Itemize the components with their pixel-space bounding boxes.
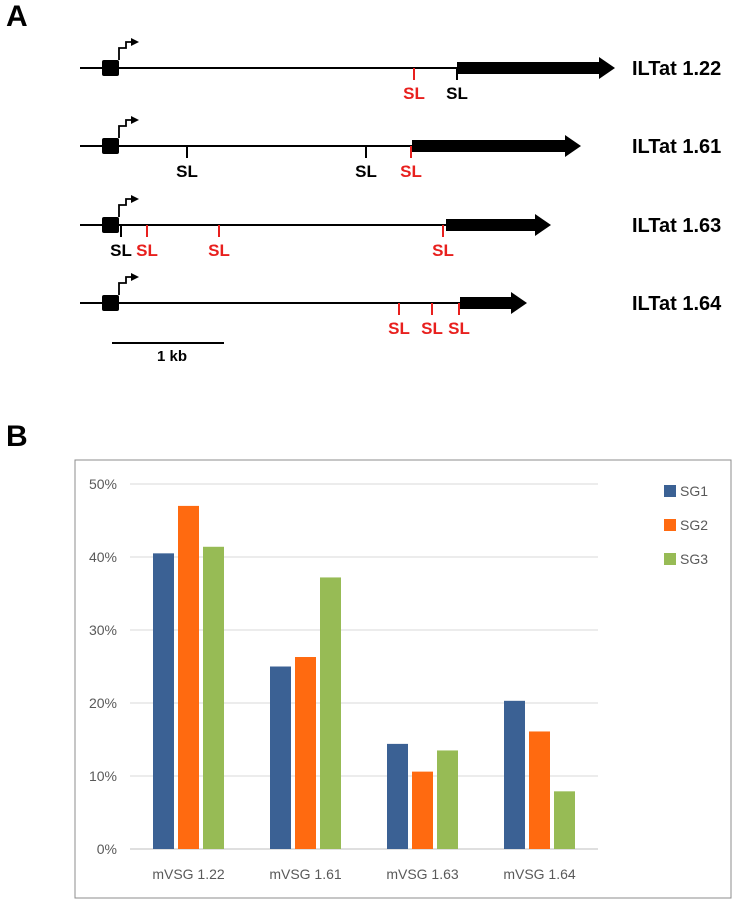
vsg-coding-arrow [460,292,527,314]
bar-sg2-2 [295,657,316,849]
gene-row: SL SL SL ILTat 1.61 [80,116,721,181]
x-tick-label: mVSG 1.61 [269,866,342,882]
gene-row: SL SL SL ILTat 1.64 [80,273,722,338]
chart-legend: SG1 SG2 SG3 [664,483,708,567]
bar-sg2-4 [529,731,550,849]
legend-swatch-sg3 [664,553,676,565]
gene-row: SL SL ILTat 1.22 [80,38,721,103]
splice-site-label: SL [110,241,132,260]
bar-sg2-1 [178,505,199,849]
splice-site-label: SL [403,84,425,103]
promoter-box [102,217,119,233]
legend-swatch-sg2 [664,519,676,531]
vsg-coding-arrow [446,214,551,236]
x-tick-label: mVSG 1.63 [386,866,459,882]
transcription-start-arrow-icon [118,38,139,60]
transcription-start-arrow-icon [118,195,139,217]
vsg-coding-arrow [457,57,615,79]
splice-site-label: SL [355,162,377,181]
bar-sg3-4 [554,791,575,849]
y-tick-label: 0% [97,841,117,857]
scale-bar: 1 kb [112,342,224,365]
splice-site-label: SL [421,319,443,338]
splice-site-label: SL [388,319,410,338]
splice-site-label: SL [400,162,422,181]
promoter-box [102,60,119,76]
gene-name-label: ILTat 1.63 [632,215,721,237]
chart-bars [153,505,575,849]
scale-bar-label: 1 kb [157,348,187,365]
panel-b-letter: B [6,420,28,453]
splice-site-label: SL [446,84,468,103]
gene-name-label: ILTat 1.22 [632,58,721,80]
y-tick-label: 50% [89,476,117,492]
legend-label-sg1: SG1 [680,483,708,499]
y-tick-label: 30% [89,622,117,638]
legend-label-sg3: SG3 [680,551,708,567]
bar-sg1-2 [270,666,291,849]
splice-site-label: SL [432,241,454,260]
bar-sg1-4 [504,700,525,849]
splice-site-label: SL [136,241,158,260]
transcription-start-arrow-icon [118,116,139,138]
legend-label-sg2: SG2 [680,517,708,533]
chart-y-tick-labels: 0% 10% 20% 30% 40% 50% [89,476,117,857]
y-tick-label: 40% [89,549,117,565]
y-tick-label: 10% [89,768,117,784]
bar-sg3-3 [437,750,458,849]
bar-sg1-3 [387,743,408,849]
x-tick-label: mVSG 1.64 [503,866,576,882]
splice-site-label: SL [208,241,230,260]
chart-x-tick-labels: mVSG 1.22 mVSG 1.61 mVSG 1.63 mVSG 1.64 [152,866,576,882]
gene-name-label: ILTat 1.64 [632,293,722,315]
vsg-coding-arrow [412,135,581,157]
bar-sg1-1 [153,553,174,849]
gene-name-label: ILTat 1.61 [632,136,721,158]
transcription-start-arrow-icon [118,273,139,295]
splice-site-label: SL [448,319,470,338]
x-tick-label: mVSG 1.22 [152,866,225,882]
splice-site-label: SL [176,162,198,181]
promoter-box [102,295,119,311]
bar-sg2-3 [412,771,433,849]
promoter-box [102,138,119,154]
bar-sg3-2 [320,577,341,849]
panel-a-letter: A [6,0,28,33]
legend-swatch-sg1 [664,485,676,497]
bar-sg3-1 [203,546,224,849]
y-tick-label: 20% [89,695,117,711]
